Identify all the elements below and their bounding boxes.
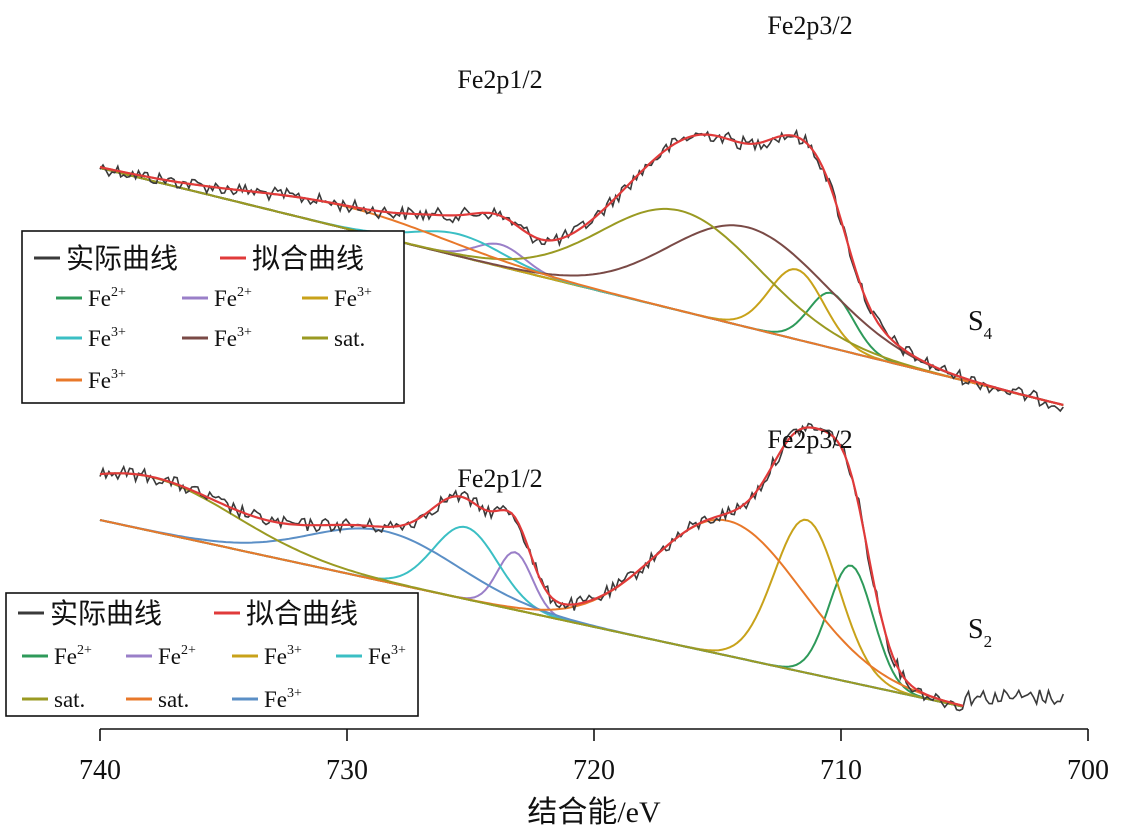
peak-label: Fe2p3/2 <box>767 11 852 40</box>
legend-label: Fe2+ <box>214 285 252 311</box>
peak-label: Fe2p1/2 <box>457 65 542 94</box>
legend-item: 实际曲线 <box>34 243 178 275</box>
legend-item: Fe3+ <box>182 325 252 351</box>
legend-item: sat. <box>22 687 85 712</box>
legend-label: 拟合曲线 <box>246 598 358 630</box>
component-curve <box>99 167 1064 406</box>
x-tick-label: 710 <box>820 755 862 786</box>
legend-label: sat. <box>334 326 365 351</box>
legend-item: sat. <box>126 687 189 712</box>
sample-label: S2 <box>968 614 992 651</box>
legend-box <box>21 230 405 404</box>
legend-item: Fe3+ <box>56 367 126 393</box>
legend-label: Fe3+ <box>88 367 126 393</box>
component-curve <box>99 518 964 707</box>
legend-item: Fe2+ <box>182 285 252 311</box>
x-tick-label: 720 <box>573 755 615 786</box>
experimental-curve <box>99 128 1064 413</box>
legend-label: sat. <box>54 687 85 712</box>
x-axis: 740 730 720 710 700 结合能/eV <box>79 728 1109 829</box>
peak-label: Fe2p1/2 <box>457 464 542 493</box>
x-tick-label: 700 <box>1067 755 1109 786</box>
experimental-curve <box>99 422 1065 712</box>
legend-label: 拟合曲线 <box>252 243 364 275</box>
fitted-curve <box>99 133 1064 407</box>
x-axis-title: 结合能/eV <box>527 796 661 829</box>
legend-label: 实际曲线 <box>66 243 178 275</box>
legend-label: sat. <box>158 687 189 712</box>
legend-label: Fe3+ <box>214 325 252 351</box>
component-curve <box>99 472 964 708</box>
legend-item: 拟合曲线 <box>214 598 358 630</box>
peak-label: Fe2p3/2 <box>767 425 852 454</box>
legend-item: 拟合曲线 <box>220 243 364 275</box>
fitted-curve <box>99 426 964 707</box>
legend-item: 实际曲线 <box>18 598 162 630</box>
x-tick-label: 740 <box>79 755 121 786</box>
legend-item: sat. <box>302 326 365 351</box>
x-tick-label: 730 <box>326 755 368 786</box>
sample-label: S4 <box>968 306 993 343</box>
x-ticks: 740 730 720 710 700 <box>79 729 1109 786</box>
legend-label: 实际曲线 <box>50 598 162 630</box>
